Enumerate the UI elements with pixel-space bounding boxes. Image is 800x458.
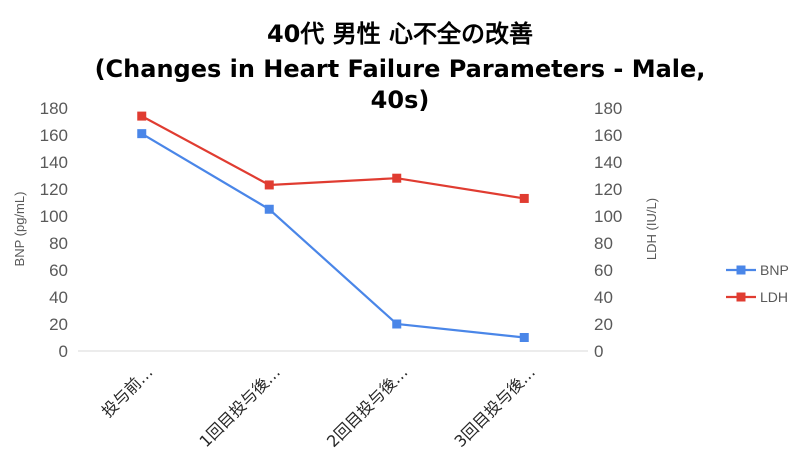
y-axis-right-ticks: 0 20 40 60 80 100 120 140 160 180 xyxy=(594,99,622,361)
legend-marker xyxy=(736,292,746,302)
legend-label: BNP xyxy=(760,262,789,278)
chart-title: 40代 男性 心不全の改善 (Changes in Heart Failure … xyxy=(95,20,706,114)
data-point-ldh xyxy=(137,111,147,121)
y-tick-left: 80 xyxy=(49,234,68,253)
x-category-label: 投与前… xyxy=(98,362,157,421)
y-tick-left: 0 xyxy=(59,342,68,361)
data-point-ldh xyxy=(392,173,402,183)
y-tick-left: 100 xyxy=(40,207,68,226)
legend-item-ldh: LDH xyxy=(726,289,788,305)
series-ldh xyxy=(137,111,529,203)
series-line-ldh xyxy=(141,115,525,200)
x-category-label: 2回目投与後… xyxy=(323,362,412,451)
y-tick-left: 120 xyxy=(40,180,68,199)
y-axis-right-label: LDH (IU/L) xyxy=(644,198,659,260)
y-tick-left: 20 xyxy=(49,315,68,334)
y-axis-left-label: BNP (pg/mL) xyxy=(12,192,27,267)
y-tick-right: 40 xyxy=(594,288,613,307)
legend-label: LDH xyxy=(760,289,788,305)
series-layer xyxy=(137,111,529,342)
y-tick-left: 140 xyxy=(40,153,68,172)
y-tick-right: 60 xyxy=(594,261,613,280)
legend-item-bnp: BNP xyxy=(726,262,789,278)
y-tick-left: 180 xyxy=(40,99,68,118)
y-tick-left: 40 xyxy=(49,288,68,307)
y-tick-right: 140 xyxy=(594,153,622,172)
data-point-ldh xyxy=(264,180,274,190)
y-tick-left: 160 xyxy=(40,126,68,145)
y-axis-left-ticks: 0 20 40 60 80 100 120 140 160 180 xyxy=(40,99,68,361)
y-tick-right: 160 xyxy=(594,126,622,145)
series-line-bnp xyxy=(141,132,525,339)
y-tick-right: 80 xyxy=(594,234,613,253)
legend: BNP LDH xyxy=(726,262,789,305)
series-bnp xyxy=(137,129,529,342)
chart-title-line-2: (Changes in Heart Failure Parameters - M… xyxy=(95,55,706,83)
y-tick-right: 120 xyxy=(594,180,622,199)
y-tick-right: 0 xyxy=(594,342,603,361)
y-tick-right: 20 xyxy=(594,315,613,334)
data-point-bnp xyxy=(519,333,529,342)
y-tick-right: 180 xyxy=(594,99,622,118)
x-category-label: 3回目投与後… xyxy=(451,362,540,451)
data-point-bnp xyxy=(264,204,274,214)
data-point-bnp xyxy=(392,319,402,329)
chart-title-line-3: 40s) xyxy=(371,86,430,114)
data-point-ldh xyxy=(519,193,529,203)
x-axis-category-labels: 投与前… 1回目投与後… 2回目投与後… 3回目投与後… xyxy=(98,362,539,451)
legend-marker xyxy=(736,265,746,275)
data-point-bnp xyxy=(137,129,147,139)
x-category-label: 1回目投与後… xyxy=(196,362,285,451)
y-tick-right: 100 xyxy=(594,207,622,226)
chart-title-line-1: 40代 男性 心不全の改善 xyxy=(267,20,533,48)
y-tick-left: 60 xyxy=(49,261,68,280)
